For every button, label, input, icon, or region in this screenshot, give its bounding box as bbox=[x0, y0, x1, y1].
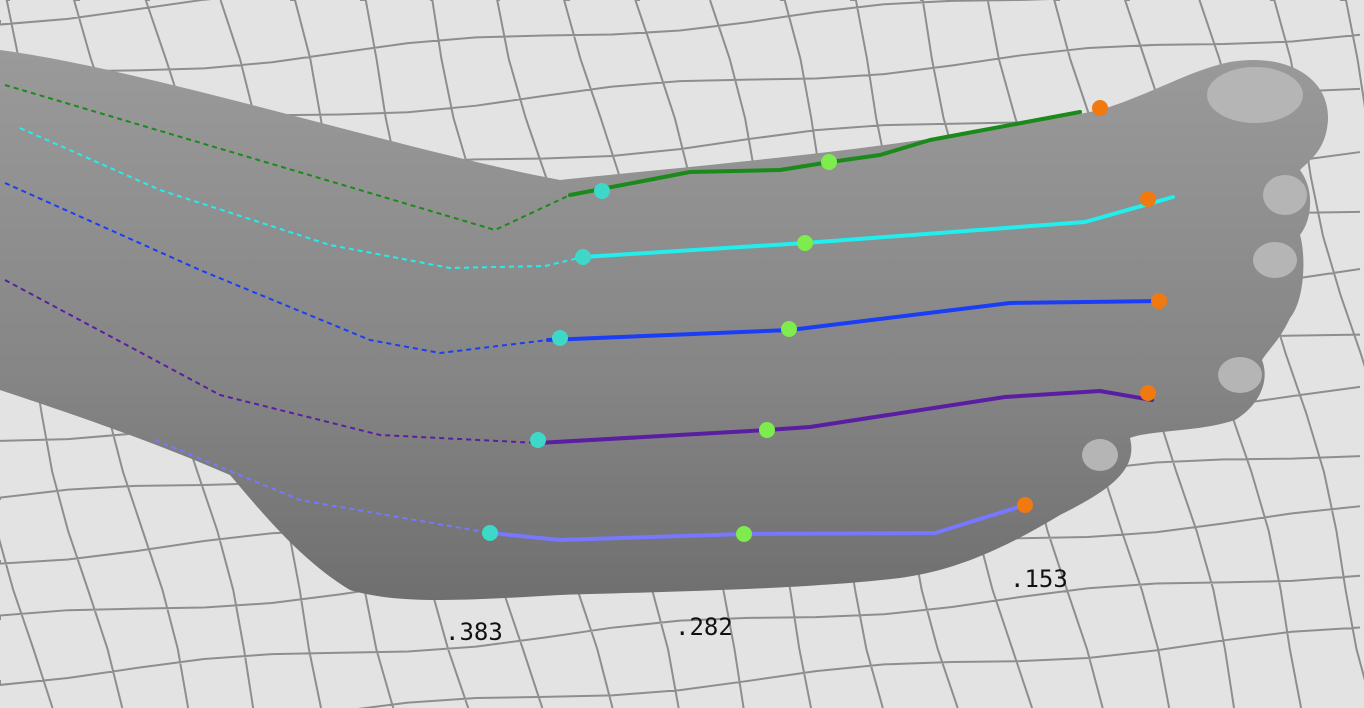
metatarsal-2 bbox=[581, 195, 1175, 259]
metatarsal-3 bbox=[546, 299, 1162, 342]
annotations bbox=[4, 84, 1175, 542]
metatarsal-4-proximal bbox=[4, 279, 539, 444]
proximal-points bbox=[482, 183, 610, 541]
foot bbox=[0, 50, 1329, 600]
distal-points bbox=[1017, 100, 1167, 513]
metatarsal-3-proximal bbox=[4, 182, 549, 355]
metatarsal-2-proximal bbox=[19, 127, 584, 270]
toe-nails bbox=[1082, 67, 1307, 471]
measure-label: .282 bbox=[675, 613, 733, 641]
metatarsal-4 bbox=[536, 389, 1154, 445]
metatarsal-5-proximal bbox=[154, 439, 491, 534]
measure-label: .153 bbox=[1010, 565, 1068, 593]
middle-points bbox=[736, 154, 837, 542]
measure-label: .383 bbox=[445, 618, 503, 646]
